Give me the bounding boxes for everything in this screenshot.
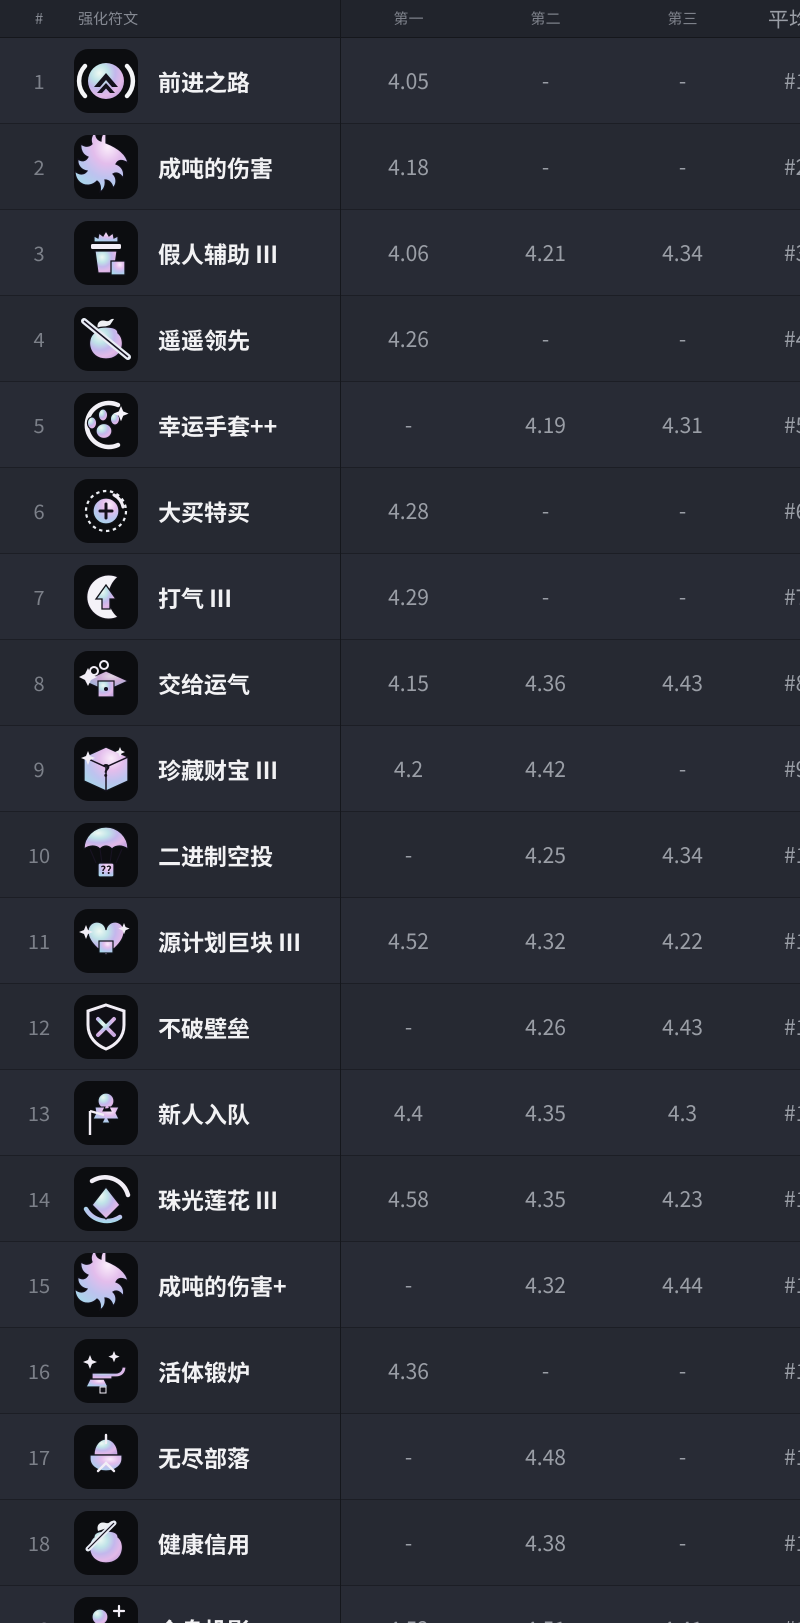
- svg-text:??: ??: [100, 862, 112, 878]
- svg-text:?: ?: [102, 758, 110, 782]
